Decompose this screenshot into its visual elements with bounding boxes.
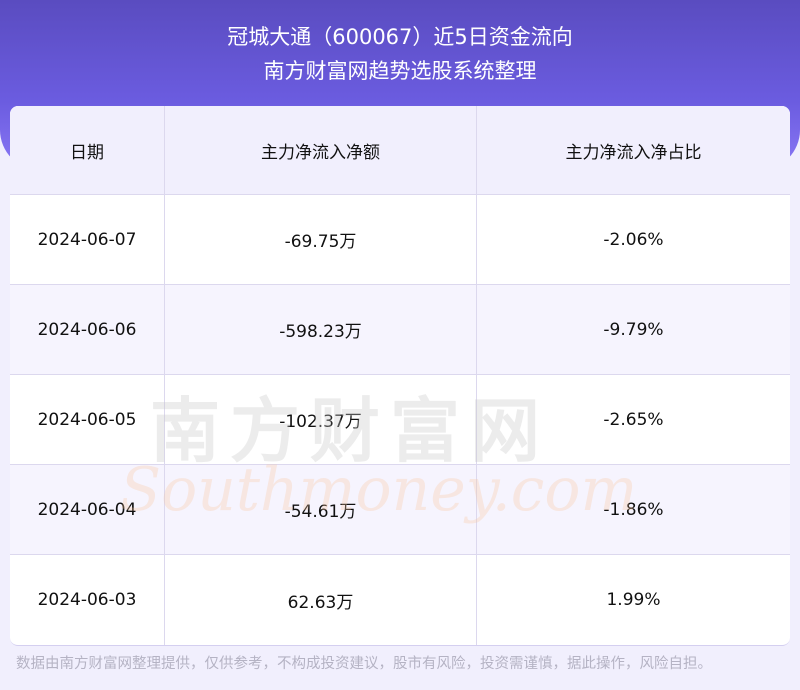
- table-row: 2024-06-07 -69.75万 -2.06%: [10, 195, 790, 285]
- title: 冠城大通（600067）近5日资金流向: [227, 25, 573, 49]
- date-cell: 2024-06-06: [10, 285, 165, 374]
- page-title: 冠城大通（600067）近5日资金流向 南方财富网趋势选股系统整理: [0, 20, 800, 88]
- net-inflow-cell: -102.37万: [165, 375, 477, 464]
- net-inflow-cell: -598.23万: [165, 285, 477, 374]
- date-cell: 2024-06-07: [10, 195, 165, 284]
- table-row: 2024-06-04 -54.61万 -1.86%: [10, 465, 790, 555]
- net-ratio-cell: -1.86%: [603, 499, 664, 520]
- column-header-date: 日期: [10, 106, 165, 194]
- disclaimer: 数据由南方财富网整理提供，仅供参考，不构成投资建议，股市有风险，投资需谨慎，据此…: [16, 656, 712, 672]
- column-header-net-ratio: 主力净流入净占比: [565, 142, 702, 163]
- table-header: 日期 主力净流入净额 主力净流入净占比: [10, 106, 790, 195]
- net-ratio-cell: -2.06%: [603, 229, 664, 250]
- table-row: 2024-06-03 62.63万 1.99%: [10, 555, 790, 645]
- fund-flow-table: 日期 主力净流入净额 主力净流入净占比 2024-06-07 -69.75万 -…: [10, 106, 790, 646]
- table-row: 2024-06-06 -598.23万 -9.79%: [10, 285, 790, 375]
- net-ratio-cell: -2.65%: [603, 409, 664, 430]
- net-inflow-cell: -69.75万: [165, 195, 477, 284]
- net-ratio-cell: 1.99%: [606, 590, 661, 610]
- subtitle: 南方财富网趋势选股系统整理: [263, 59, 537, 83]
- table-row: 2024-06-05 -102.37万 -2.65%: [10, 375, 790, 465]
- net-inflow-cell: -54.61万: [165, 465, 477, 554]
- date-cell: 2024-06-04: [10, 465, 165, 554]
- date-cell: 2024-06-05: [10, 375, 165, 464]
- net-ratio-cell: -9.79%: [603, 319, 664, 340]
- date-cell: 2024-06-03: [10, 555, 165, 645]
- column-header-net-inflow: 主力净流入净额: [165, 106, 477, 194]
- net-inflow-cell: 62.63万: [165, 555, 477, 645]
